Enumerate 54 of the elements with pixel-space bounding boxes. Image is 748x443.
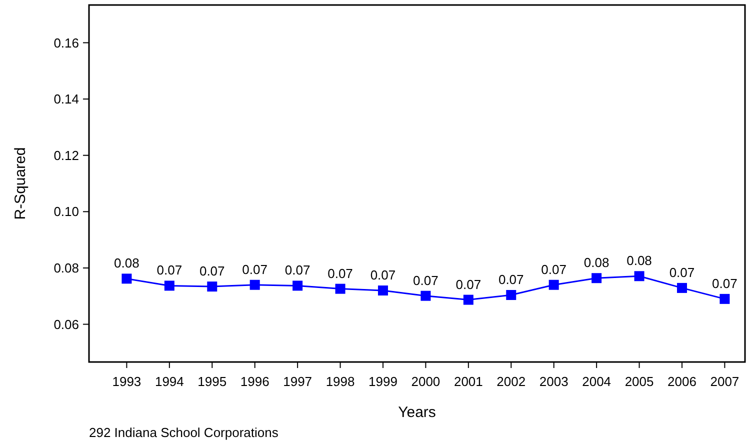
point — [420, 290, 431, 301]
data-label: 0.07 — [199, 264, 225, 279]
x-tick-label: 1999 — [368, 374, 398, 389]
point — [292, 280, 303, 291]
text: 292 Indiana School Corporations — [89, 425, 279, 440]
y-tick-label: 0.14 — [54, 92, 79, 107]
point — [634, 271, 644, 282]
point — [122, 274, 132, 284]
data-label: 0.08 — [626, 253, 652, 268]
x-tick-label: 1993 — [112, 374, 142, 389]
data-label: 0.07 — [669, 264, 695, 280]
x-tick-label: 2004 — [582, 374, 612, 389]
data-label: 0.07 — [156, 262, 182, 278]
y-tick-label: 0.10 — [54, 204, 79, 220]
data-label: 0.07 — [284, 262, 310, 278]
point — [676, 282, 687, 293]
y-tick-label: 0.06 — [54, 316, 79, 332]
x-tick-label: 2003 — [539, 374, 568, 389]
x-tick-label: 2006 — [668, 374, 696, 389]
x-tick-label: 1995 — [198, 374, 227, 389]
point — [720, 294, 730, 304]
data-label: 0.07 — [328, 266, 353, 281]
x-tick-label: 2007 — [710, 374, 740, 389]
point — [506, 290, 516, 300]
point — [250, 280, 260, 290]
point — [207, 282, 218, 292]
x-tick-label: 1998 — [326, 374, 355, 389]
data-label: 0.07 — [498, 272, 524, 287]
data-label: 0.07 — [712, 276, 738, 291]
data-label: 0.07 — [541, 262, 566, 277]
x-tick-label: 1997 — [283, 374, 312, 389]
data-label: 0.08 — [584, 255, 610, 270]
y-tick-label: 0.08 — [54, 260, 79, 276]
x-tick-label: 2005 — [624, 374, 654, 389]
x-tick-label: 2001 — [454, 374, 483, 389]
y-tick-label: 0.12 — [54, 148, 79, 163]
point — [378, 285, 388, 296]
point — [335, 284, 346, 294]
point — [592, 273, 602, 284]
point — [164, 280, 174, 291]
x-axis-title: Years — [398, 404, 436, 421]
x-tick-label: 2000 — [411, 374, 440, 389]
data-label: 0.07 — [242, 262, 268, 277]
x-tick-label: 2002 — [496, 374, 526, 389]
data-label: 0.08 — [114, 256, 140, 271]
point — [548, 280, 559, 290]
x-tick-label: 1994 — [154, 374, 184, 389]
y-tick-label: 0.16 — [54, 35, 79, 50]
data-label: 0.07 — [413, 272, 438, 288]
point — [463, 294, 474, 305]
x-tick-label: 1996 — [240, 374, 270, 389]
data-label: 0.07 — [456, 276, 482, 292]
data-label: 0.07 — [370, 267, 396, 282]
y-axis-title: R-Squared — [12, 147, 29, 220]
